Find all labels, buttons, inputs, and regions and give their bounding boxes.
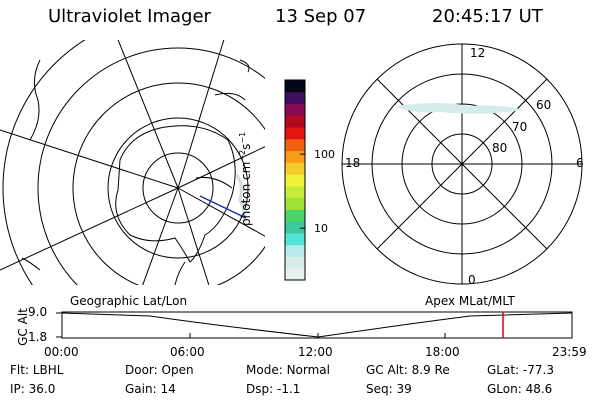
colorbar-band <box>285 80 305 93</box>
info-ip: IP: 36.0 <box>10 382 56 396</box>
x-tick-1200: 12:00 <box>298 345 333 359</box>
timeline-plot <box>56 311 573 339</box>
x-tick-0000: 00:00 <box>44 345 79 359</box>
colorbar-band <box>285 150 305 163</box>
x-tick-1800: 18:00 <box>425 345 460 359</box>
lat-label-60: 60 <box>536 98 552 112</box>
colorbar-band <box>285 244 305 257</box>
colorbar-band <box>285 268 305 281</box>
polar-mlt-plot <box>341 43 583 285</box>
colorbar-band <box>285 91 305 105</box>
date-label: 13 Sep 07 <box>275 6 367 27</box>
info-seq: Seq: 39 <box>366 382 412 396</box>
info-flt: Flt: LBHL <box>10 363 64 377</box>
info-glat: GLat: -77.3 <box>487 363 554 377</box>
info-dsp: Dsp: -1.1 <box>246 382 301 396</box>
info-door: Door: Open <box>125 363 194 377</box>
aurora-glow <box>395 103 525 114</box>
colorbar-band <box>285 162 305 175</box>
colorbar-band <box>285 103 305 116</box>
info-mode: Mode: Normal <box>246 363 330 377</box>
x-tick-2359: 23:59 <box>552 345 587 359</box>
time-label: 20:45:17 UT <box>432 6 543 27</box>
y-tick-bottom: 1.8 <box>28 330 48 344</box>
y-tick-top: 9.0 <box>28 305 48 319</box>
info-gain: Gain: 14 <box>125 382 176 396</box>
mlt-label-6: 6 <box>576 156 584 170</box>
colorbar-band <box>285 174 305 187</box>
colorbar-band <box>285 185 305 199</box>
info-gc-alt: GC Alt: 8.9 Re <box>366 363 450 377</box>
colorbar-tick-label: 100 <box>314 148 335 161</box>
timeline-left-title: Geographic Lat/Lon <box>70 294 188 308</box>
geographic-map <box>0 40 265 285</box>
colorbar-band <box>285 127 305 140</box>
mlt-label-0: 0 <box>468 273 476 287</box>
mlt-label-12: 12 <box>470 46 486 60</box>
instrument-title: Ultraviolet Imager <box>48 6 211 27</box>
colorbar-unit-label: photon cm−2s−1 <box>238 131 253 226</box>
colorbar-band <box>285 221 305 234</box>
lat-label-70: 70 <box>512 120 528 134</box>
colorbar-band <box>285 197 305 210</box>
colorbar-band <box>285 256 305 269</box>
colorbar-band <box>285 138 305 152</box>
colorbar-tick-label: 10 <box>314 222 328 235</box>
timeline-right-title: Apex MLat/MLT <box>425 294 515 308</box>
info-glon: GLon: 48.6 <box>487 382 553 396</box>
colorbar-band <box>285 232 305 246</box>
colorbar-band <box>285 209 305 222</box>
colorbar-band <box>285 115 305 128</box>
mlt-label-18: 18 <box>345 156 361 170</box>
x-tick-0600: 06:00 <box>170 345 205 359</box>
lat-label-80: 80 <box>492 141 508 155</box>
colorbar: 100 10 <box>284 79 335 281</box>
